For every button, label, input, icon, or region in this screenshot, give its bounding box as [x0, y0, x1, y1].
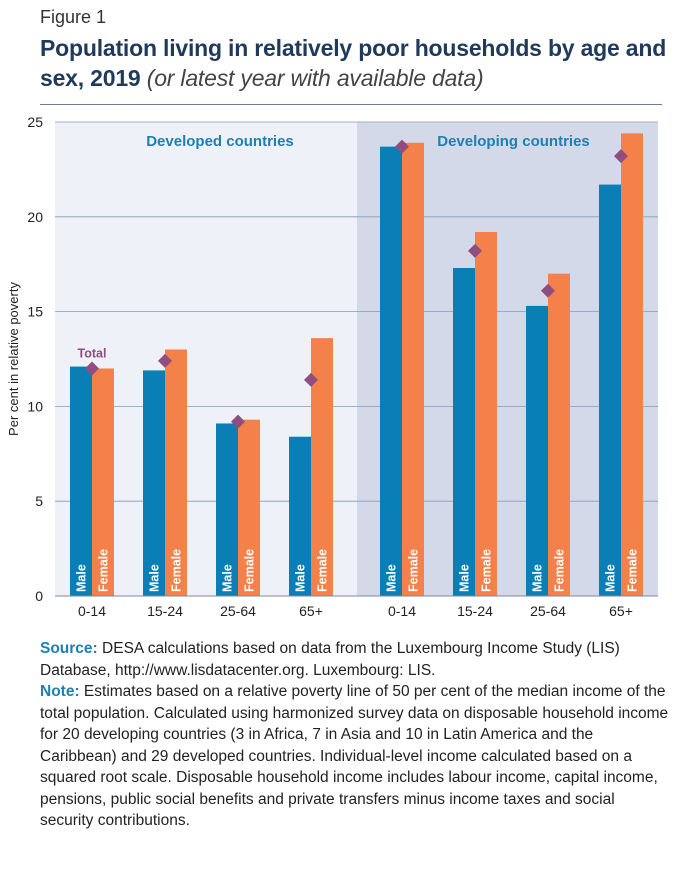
- bar-male: [526, 305, 548, 596]
- title-subtitle: (or latest year with available data): [146, 65, 484, 91]
- note-label: Note:: [40, 683, 80, 700]
- bar-chart: 0 5 10 15 20 25 Per cent in relative poverty De…: [6, 114, 658, 619]
- bar-label-female: Female: [626, 549, 640, 592]
- total-marker: [304, 372, 318, 387]
- bar-label-male: Male: [458, 564, 472, 592]
- y-tick-label: 20: [27, 209, 43, 225]
- group-label: Developed countries: [146, 133, 294, 150]
- bar-female: [92, 368, 114, 596]
- bar-label-male: Male: [604, 564, 618, 592]
- bar-male: [70, 366, 92, 596]
- total-marker: [541, 283, 555, 298]
- x-tick-label: 15-24: [147, 603, 183, 619]
- figure-label: Figure 1: [40, 7, 107, 27]
- method-note: Note: Estimates based on a relative pove…: [40, 681, 670, 832]
- y-tick-label: 0: [35, 588, 43, 604]
- bar-label-female: Female: [480, 549, 494, 592]
- bar-label-male: Male: [385, 564, 399, 592]
- bar-female: [311, 338, 333, 596]
- total-marker: [395, 139, 409, 154]
- bar-label-female: Female: [97, 549, 111, 592]
- bar-female: [475, 231, 497, 596]
- source-label: Source:: [40, 640, 98, 657]
- x-tick-label: 25-64: [220, 603, 256, 619]
- source-text: DESA calculations based on data from the…: [40, 640, 620, 679]
- notes: Source: DESA calculations based on data …: [40, 638, 670, 832]
- bar-label-male: Male: [75, 564, 89, 592]
- source-note: Source: DESA calculations based on data …: [40, 638, 670, 681]
- bar-female: [621, 133, 643, 596]
- bar-female: [402, 142, 424, 596]
- total-marker: [231, 414, 245, 429]
- bar-male: [453, 267, 475, 596]
- x-tick-label: 65+: [609, 603, 633, 619]
- title-main: Population living in relatively poor hou…: [40, 35, 667, 91]
- bar-label-female: Female: [407, 549, 421, 592]
- y-tick-label: 5: [35, 493, 43, 509]
- bar-male: [380, 146, 402, 596]
- total-marker: [85, 361, 99, 376]
- bar-label-male: Male: [221, 564, 235, 592]
- bar-label-female: Female: [243, 549, 257, 592]
- y-axis-label: Per cent in relative poverty: [6, 282, 21, 436]
- bar-label-female: Female: [170, 549, 184, 592]
- bar-male: [216, 423, 238, 596]
- bar-male: [599, 184, 621, 596]
- title-divider: [40, 104, 662, 105]
- bar-male: [289, 436, 311, 596]
- y-tick-label: 10: [27, 398, 43, 414]
- bar-female: [548, 273, 570, 596]
- x-tick-label: 0-14: [78, 603, 106, 619]
- bar-female: [238, 419, 260, 596]
- total-marker: [614, 149, 628, 164]
- y-tick-label: 25: [27, 114, 43, 130]
- x-tick-label: 25-64: [530, 603, 566, 619]
- group-label: Developing countries: [437, 133, 590, 150]
- total-marker: [158, 353, 172, 368]
- bar-male: [143, 370, 165, 596]
- bar-label-female: Female: [553, 549, 567, 592]
- total-marker: [468, 243, 482, 258]
- total-label: Total: [78, 346, 107, 360]
- x-tick-label: 65+: [299, 603, 323, 619]
- y-tick-label: 15: [27, 304, 43, 320]
- bar-label-female: Female: [316, 549, 330, 592]
- x-tick-label: 15-24: [457, 603, 493, 619]
- bar-label-male: Male: [294, 564, 308, 592]
- bar-label-male: Male: [148, 564, 162, 592]
- bar-female: [165, 349, 187, 596]
- note-text: Estimates based on a relative poverty li…: [40, 683, 669, 829]
- x-tick-label: 0-14: [388, 603, 416, 619]
- chart-title: Population living in relatively poor hou…: [40, 33, 670, 93]
- bar-label-male: Male: [531, 564, 545, 592]
